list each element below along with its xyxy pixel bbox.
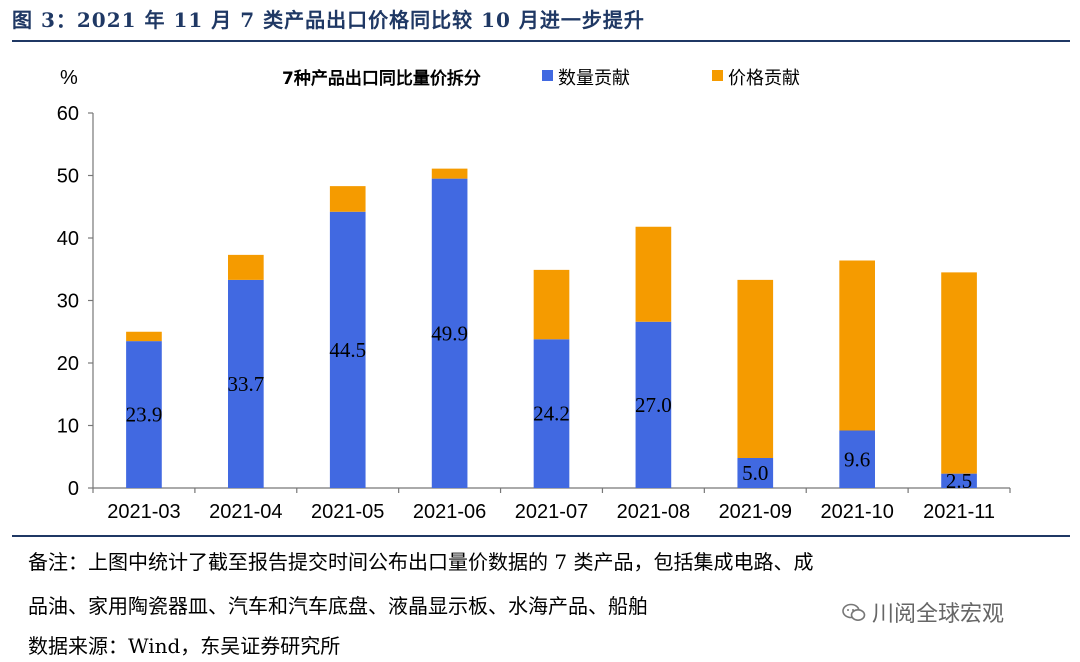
x-tick-label: 2021-07: [515, 501, 588, 523]
legend-swatch: [712, 70, 723, 81]
bar-price: [737, 279, 774, 458]
bar-quantity: [533, 339, 570, 488]
y-tick-label: 50: [57, 166, 79, 188]
bar-price: [941, 272, 977, 474]
x-tick-label: 2021-10: [820, 501, 893, 523]
bar-price: [329, 186, 366, 212]
x-tick-label: 2021-09: [719, 501, 792, 523]
x-tick-label: 2021-06: [413, 501, 486, 523]
data-label: 24.2: [533, 402, 570, 426]
bar-price: [228, 254, 264, 280]
bottom-rule: [12, 535, 1070, 537]
bar-price: [126, 331, 162, 342]
chart-legend: 数量贡献 价格贡献: [542, 68, 800, 89]
legend-label: 价格贡献: [728, 68, 800, 89]
data-label: 9.6: [844, 447, 870, 471]
bar-price: [839, 260, 875, 431]
note-line-1: 备注：上图中统计了截至报告提交时间公布出口量价数据的 7 类产品，包括集成电路、…: [28, 550, 814, 574]
chart-title: 7种产品出口同比量价拆分: [282, 68, 481, 89]
figure-title: 图 3：2021 年 11 月 7 类产品出口价格同比较 10 月进一步提升: [12, 8, 645, 32]
watermark-text: 川阅全球宏观: [872, 602, 1005, 627]
bar-price: [533, 269, 570, 340]
x-tick-label: 2021-08: [617, 501, 690, 523]
bar-price: [431, 168, 468, 179]
plot-area: 0 10 20 30 40 50 60 2021-03 2021-04 2021-05 2021-0…: [57, 103, 1011, 523]
y-tick-label: 10: [57, 416, 79, 438]
bar-quantity: [941, 473, 977, 488]
x-tick-label: 2021-03: [107, 501, 180, 523]
data-labels-group: 23.9 33.7 44.5 49.9 24.2 27.0 5.0 9.6 2.5: [126, 321, 973, 493]
legend-label: 数量贡献: [558, 68, 630, 89]
stacked-bar-chart: % 7种产品出口同比量价拆分 数量贡献 价格贡献 0 10 20 30 40 50 60 202…: [57, 67, 1011, 523]
data-label: 49.9: [431, 321, 468, 345]
x-tick-label: 2021-11: [923, 501, 995, 523]
x-tick-label: 2021-04: [209, 501, 282, 523]
bar-quantity: [839, 430, 875, 488]
y-tick-label: 0: [68, 478, 79, 500]
wechat-icon: [842, 603, 866, 621]
data-label: 23.9: [126, 403, 163, 427]
data-label: 5.0: [742, 461, 768, 485]
legend-swatch: [542, 70, 553, 81]
y-tick-label: 40: [57, 228, 79, 250]
watermark: 川阅全球宏观: [842, 596, 1004, 628]
bar-quantity: [228, 279, 264, 488]
source-line: 数据来源：Wind，东吴证券研究所: [28, 634, 341, 658]
y-tick-label: 30: [57, 291, 79, 313]
bar-quantity: [737, 458, 774, 488]
top-rule: [12, 40, 1070, 42]
bar-quantity: [635, 321, 672, 488]
y-axis-unit-label: %: [60, 67, 78, 89]
bar-quantity: [431, 178, 468, 488]
bar-quantity: [126, 341, 162, 488]
data-label: 33.7: [227, 372, 264, 396]
bar-quantity: [329, 211, 366, 488]
data-label: 44.5: [329, 338, 366, 362]
y-tick-label: 60: [57, 103, 79, 125]
x-tick-label: 2021-05: [311, 501, 384, 523]
y-tick-label: 20: [57, 353, 79, 375]
note-line-2: 品油、家用陶瓷器皿、汽车和汽车底盘、液晶显示板、水海产品、船舶: [28, 594, 648, 618]
bar-price: [635, 226, 672, 322]
data-label: 27.0: [635, 393, 672, 417]
bars-group: [126, 168, 977, 488]
data-label: 2.5: [946, 469, 972, 493]
